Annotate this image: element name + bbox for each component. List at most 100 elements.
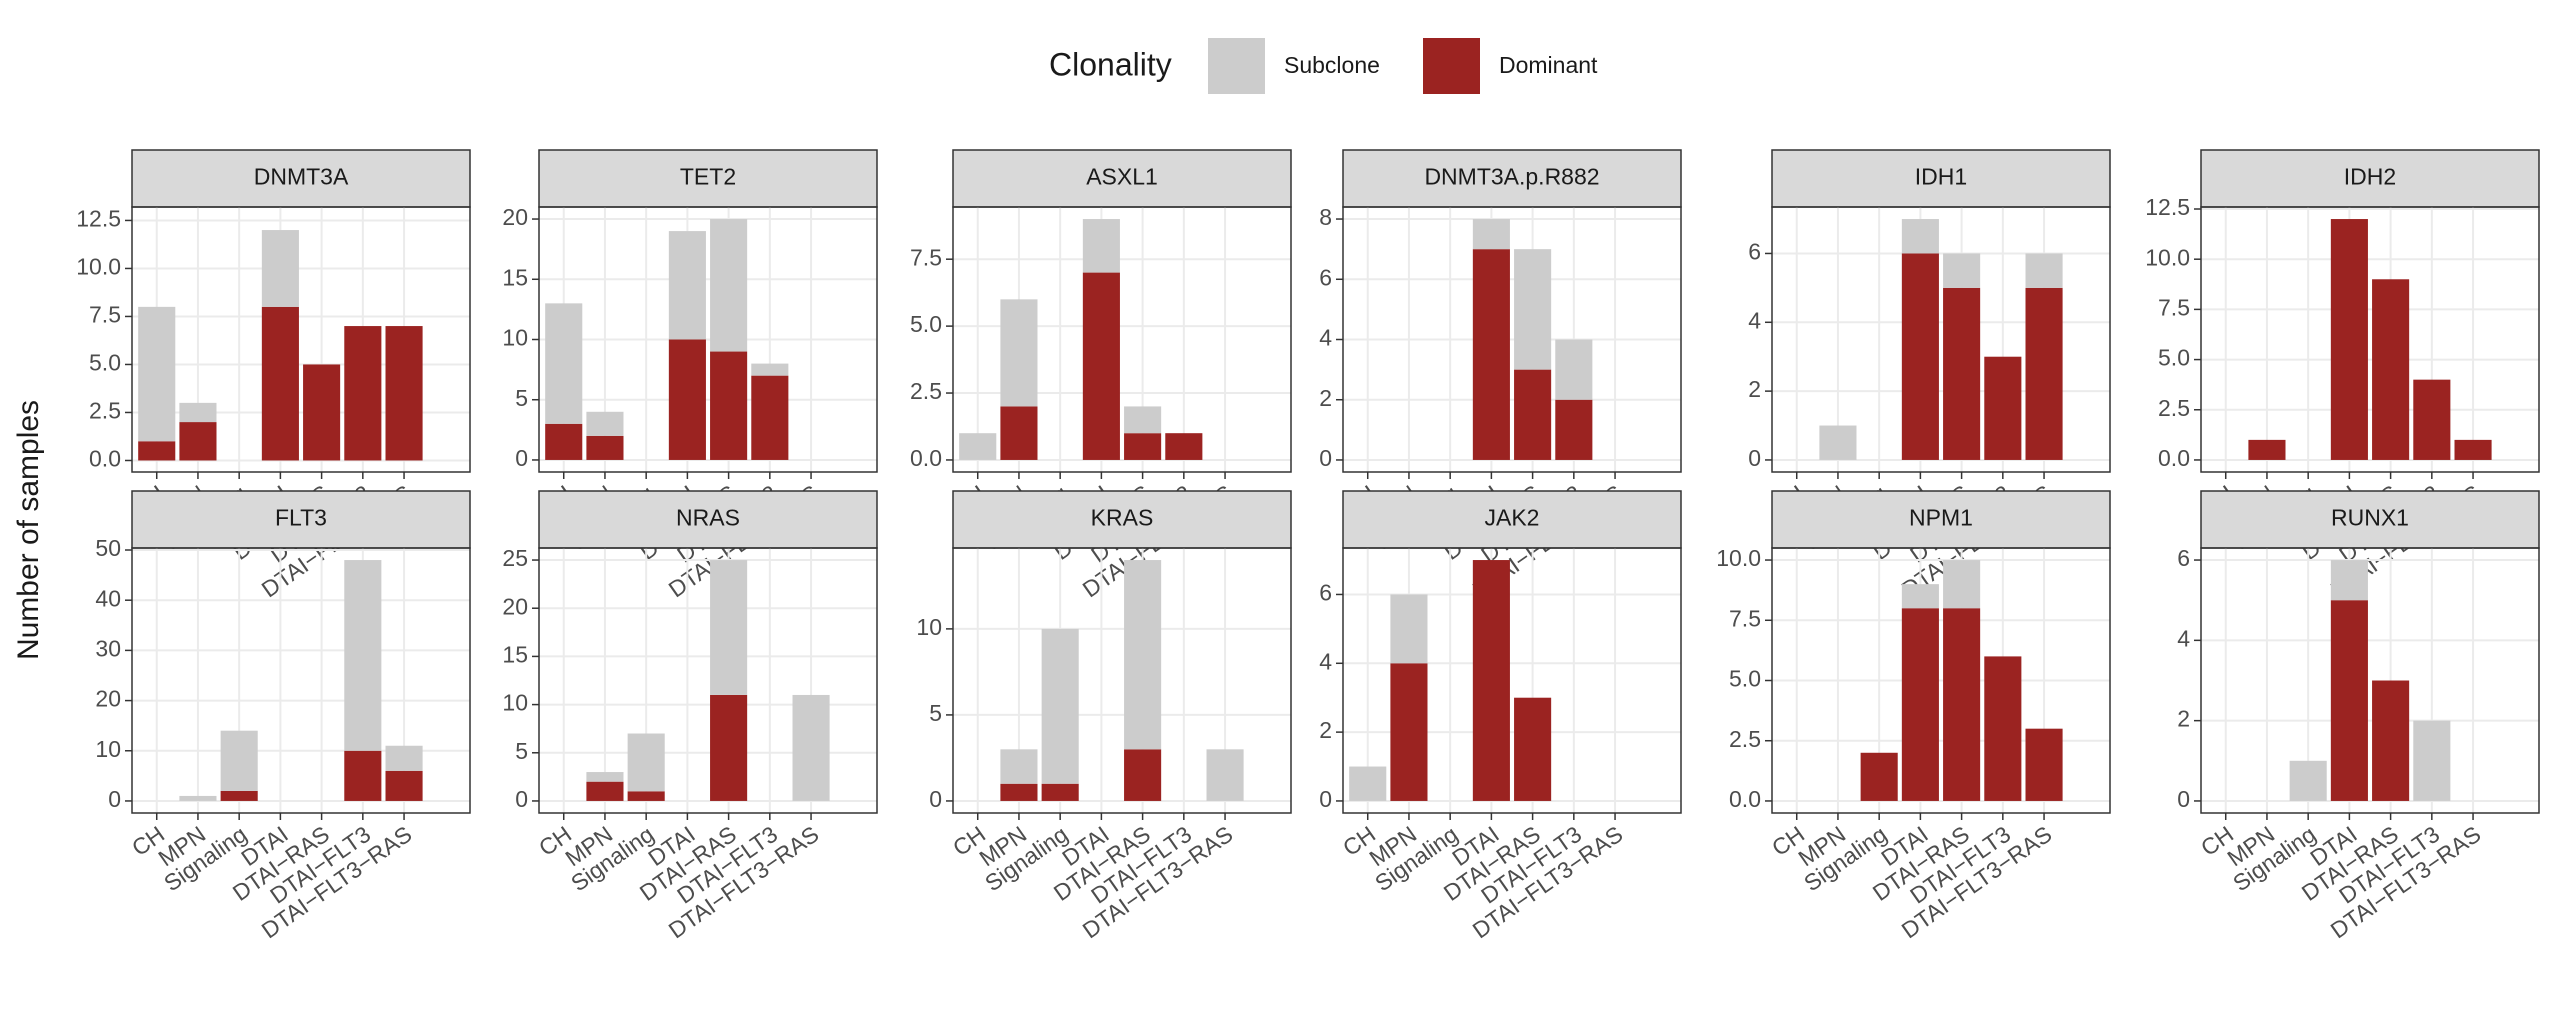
y-tick-label: 5.0 [910, 311, 942, 337]
bar [1041, 628, 1079, 784]
panel-title: KRAS [1091, 505, 1154, 531]
bar [1901, 253, 1939, 460]
y-tick-label: 12.5 [2145, 194, 2190, 220]
bar [668, 339, 706, 460]
bar [303, 364, 341, 461]
panel-border [1342, 206, 1682, 473]
y-tick-label: 0.0 [2158, 445, 2190, 471]
bar [1124, 406, 1162, 434]
bar [261, 306, 299, 461]
strip [1342, 490, 1682, 549]
bar [2372, 279, 2410, 460]
bar [586, 781, 624, 801]
bar [1349, 766, 1387, 801]
bar [751, 375, 789, 460]
y-tick-label: 15 [502, 641, 528, 667]
y-tick-label: 5 [515, 738, 528, 764]
y-tick-label: 10.0 [2145, 244, 2190, 270]
strip [131, 149, 471, 208]
y-tick-label: 10.0 [1716, 545, 1761, 571]
bar [1124, 560, 1162, 750]
bar [792, 694, 830, 801]
bar [1472, 249, 1510, 460]
bar [385, 326, 423, 461]
y-tick-label: 5.0 [89, 350, 121, 376]
y-tick-label: 6 [1748, 239, 1761, 265]
bar [2372, 680, 2410, 801]
y-tick-label: 25 [502, 545, 528, 571]
bar [220, 790, 258, 801]
bar [1124, 433, 1162, 460]
bar [2289, 760, 2327, 801]
bar [2330, 219, 2368, 460]
panel-border [1771, 206, 2111, 473]
bar [710, 694, 748, 801]
y-tick-label: 7.5 [1729, 605, 1761, 631]
bar [2330, 560, 2368, 601]
y-tick-label: 10 [95, 736, 121, 762]
strip [538, 149, 878, 208]
strip [1771, 149, 2111, 208]
panel-title: RUNX1 [2331, 505, 2409, 531]
y-tick-label: 7.5 [2158, 294, 2190, 320]
bar [1000, 783, 1038, 801]
strip [538, 490, 878, 549]
y-tick-label: 0.0 [89, 446, 121, 472]
bar [344, 326, 382, 461]
bar [1943, 608, 1981, 801]
bar [1984, 356, 2022, 460]
bar [668, 231, 706, 340]
y-tick-label: 0 [1748, 445, 1761, 471]
y-tick-label: 20 [502, 204, 528, 230]
bar [1082, 219, 1120, 273]
y-tick-label: 0.0 [910, 445, 942, 471]
bar [1819, 425, 1857, 460]
bar [2330, 600, 2368, 801]
bar [545, 303, 583, 424]
y-tick-label: 6 [1319, 264, 1332, 290]
panel-title: NPM1 [1909, 505, 1973, 531]
panel-border [131, 547, 471, 814]
legend-title: Clonality [1049, 46, 1172, 82]
panel-border [952, 547, 1292, 814]
bar [1514, 369, 1552, 460]
strip [952, 149, 1292, 208]
bar [2454, 439, 2492, 460]
panel-border [2200, 206, 2540, 473]
bar [1943, 287, 1981, 460]
strip [2200, 490, 2540, 549]
panel-title: FLT3 [275, 505, 327, 531]
y-tick-label: 2 [1748, 376, 1761, 402]
y-tick-label: 0 [929, 786, 942, 812]
bar [710, 351, 748, 460]
y-tick-label: 0 [1319, 445, 1332, 471]
bar [1165, 433, 1203, 460]
y-tick-label: 6 [1319, 580, 1332, 606]
y-tick-label: 2 [1319, 717, 1332, 743]
bar [1555, 399, 1593, 460]
bar [1000, 406, 1038, 460]
y-tick-label: 2.5 [1729, 726, 1761, 752]
panel-border [1771, 547, 2111, 814]
panel-title: ASXL1 [1086, 164, 1158, 190]
y-tick-label: 5.0 [2158, 345, 2190, 371]
y-tick-label: 12.5 [76, 206, 121, 232]
legend-swatch [1423, 38, 1480, 94]
panel-title: IDH2 [2344, 164, 2396, 190]
y-tick-label: 40 [95, 585, 121, 611]
bar [586, 435, 624, 460]
legend-label: Subclone [1284, 52, 1380, 78]
bar [710, 560, 748, 695]
bar [138, 306, 176, 442]
y-tick-label: 0 [515, 445, 528, 471]
bar [2025, 253, 2063, 288]
panel-title: JAK2 [1485, 505, 1540, 531]
y-tick-label: 5.0 [1729, 666, 1761, 692]
y-tick-label: 2.5 [2158, 395, 2190, 421]
y-tick-label: 4 [1748, 307, 1761, 333]
bar [710, 219, 748, 352]
panel-title: TET2 [680, 164, 736, 190]
y-tick-label: 50 [95, 535, 121, 561]
bar [2413, 720, 2451, 801]
bar [385, 770, 423, 801]
